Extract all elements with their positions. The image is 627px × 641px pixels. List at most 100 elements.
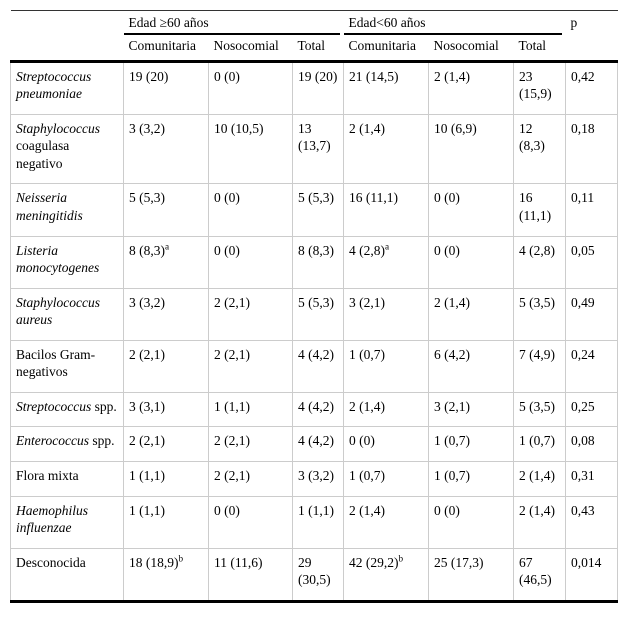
data-cell: 29 (30,5) [291, 547, 345, 603]
col-header-comunitaria-ge60: Comunitaria [123, 34, 209, 63]
data-cell: 0 (0) [208, 60, 293, 115]
data-cell: 19 (20) [123, 60, 209, 115]
data-cell: 13 (13,7) [291, 113, 345, 185]
data-cell: 2 (1,4) [513, 460, 567, 497]
table-row: Bacilos Gram-negativos 2 (2,1) 2 (2,1) 4 (4… [10, 339, 619, 393]
row-label-microorganism: Streptococcus spp. [10, 391, 124, 428]
p-value-cell: 0,43 [565, 495, 619, 549]
row-label-microorganism: Haemophilus influenzae [10, 495, 124, 549]
data-cell: 25 (17,3) [428, 547, 515, 603]
p-value-cell: 0,08 [565, 426, 619, 462]
data-cell: 0 (0) [428, 495, 515, 549]
footnote-marker: b [398, 553, 404, 564]
data-cell: 1 (0,7) [428, 426, 515, 462]
data-cell: 6 (4,2) [428, 339, 515, 393]
etiology-by-age-table: Edad ≥60 años Edad<60 años p Comunitaria… [10, 9, 619, 603]
col-header-comunitaria-lt60: Comunitaria [343, 34, 429, 63]
data-cell: 8 (8,3) [291, 235, 345, 289]
table-row: Flora mixta 1 (1,1) 2 (2,1) 3 (3,2) 1 (0,7) 1… [10, 460, 619, 497]
data-cell: 1 (1,1) [123, 460, 209, 497]
data-cell: 2 (2,1) [123, 426, 209, 462]
data-cell: 2 (1,4) [513, 495, 567, 549]
p-column-blank-subheader [565, 34, 618, 63]
data-cell: 0 (0) [343, 426, 430, 462]
table-body: Streptococcus pneumoniae 19 (20) 0 (0) 19 (… [10, 60, 619, 603]
p-value-cell: 0,11 [565, 183, 619, 237]
row-label-microorganism: Neisseria meningitidis [10, 183, 124, 237]
data-cell: 8 (8,3)a [123, 235, 209, 289]
table-row: Streptococcus spp. 3 (3,1) 1 (1,1) 4 (4,2) 2… [10, 391, 619, 428]
corner-blank-cell [10, 9, 124, 35]
p-value-cell: 0,25 [565, 391, 619, 428]
data-cell: 19 (20) [291, 60, 345, 115]
row-label-microorganism: Staphylococcus aureus [10, 287, 124, 341]
data-cell: 3 (3,2) [123, 287, 209, 341]
data-cell: 2 (2,1) [208, 460, 293, 497]
data-cell: 2 (1,4) [428, 287, 515, 341]
table-row: Enterococcus spp. 2 (2,1) 2 (2,1) 4 (4,2) 0 … [10, 426, 619, 462]
sub-header-row: Comunitaria Nosocomial Total Comunitaria… [10, 34, 618, 63]
data-cell: 23 (15,9) [513, 60, 567, 115]
col-header-nosocomial-ge60: Nosocomial [208, 34, 293, 63]
data-cell: 2 (2,1) [208, 426, 293, 462]
col-header-total-ge60: Total [292, 34, 344, 63]
data-cell: 4 (2,8)a [343, 235, 430, 289]
table-row: Streptococcus pneumoniae 19 (20) 0 (0) 19 (… [10, 60, 619, 115]
data-cell: 0 (0) [208, 495, 293, 549]
row-label-microorganism: Flora mixta [10, 460, 124, 497]
data-cell: 3 (2,1) [343, 287, 430, 341]
data-cell: 0 (0) [208, 183, 293, 237]
row-label-microorganism: Bacilos Gram-negativos [10, 339, 124, 393]
paper-table-page: Edad ≥60 años Edad<60 años p Comunitaria… [10, 9, 619, 603]
data-cell: 1 (0,7) [343, 339, 430, 393]
data-cell: 2 (1,4) [428, 60, 515, 115]
row-label-blank-header [10, 34, 124, 63]
data-cell: 42 (29,2)b [343, 547, 430, 603]
data-cell: 2 (2,1) [208, 339, 293, 393]
row-label-microorganism: Streptococcus pneumoniae [10, 60, 124, 115]
data-cell: 1 (1,1) [291, 495, 345, 549]
data-cell: 1 (0,7) [513, 426, 567, 462]
p-value-cell: 0,42 [565, 60, 619, 115]
data-cell: 2 (1,4) [343, 495, 430, 549]
p-value-cell: 0,05 [565, 235, 619, 289]
data-cell: 2 (1,4) [343, 113, 430, 185]
p-column-header: p [565, 9, 618, 35]
data-cell: 10 (6,9) [428, 113, 515, 185]
data-cell: 5 (5,3) [291, 287, 345, 341]
table-row: Haemophilus influenzae 1 (1,1) 0 (0) 1 (1,1… [10, 495, 619, 549]
data-cell: 18 (18,9)b [123, 547, 209, 603]
data-cell: 4 (2,8) [513, 235, 567, 289]
data-cell: 1 (0,7) [428, 460, 515, 497]
p-value-cell: 0,18 [565, 113, 619, 185]
group-header-age-lt60: Edad<60 años [343, 9, 566, 36]
p-value-cell: 0,24 [565, 339, 619, 393]
row-label-microorganism: Desconocida [10, 547, 124, 603]
data-cell: 21 (14,5) [343, 60, 430, 115]
table-row: Staphylococcus aureus 3 (3,2) 2 (2,1) 5 (5,… [10, 287, 619, 341]
group-header-age-ge60: Edad ≥60 años [123, 9, 344, 36]
data-cell: 0 (0) [208, 235, 293, 289]
p-value-cell: 0,31 [565, 460, 619, 497]
data-cell: 3 (3,1) [123, 391, 209, 428]
row-label-microorganism: Listeria monocytogenes [10, 235, 124, 289]
data-cell: 16 (11,1) [513, 183, 567, 237]
data-cell: 2 (2,1) [208, 287, 293, 341]
footnote-marker: b [178, 553, 184, 564]
row-label-microorganism: Enterococcus spp. [10, 426, 124, 462]
footnote-marker: a [165, 241, 170, 252]
table-row: Listeria monocytogenes 8 (8,3)a 0 (0) 8 (8,… [10, 235, 619, 289]
data-cell: 0 (0) [428, 235, 515, 289]
p-value-cell: 0,49 [565, 287, 619, 341]
data-cell: 16 (11,1) [343, 183, 430, 237]
table-row: Neisseria meningitidis 5 (5,3) 0 (0) 5 (5,3… [10, 183, 619, 237]
p-value-cell: 0,014 [565, 547, 619, 603]
data-cell: 11 (11,6) [208, 547, 293, 603]
data-cell: 5 (3,5) [513, 287, 567, 341]
data-cell: 1 (1,1) [123, 495, 209, 549]
row-label-microorganism: Staphylococcus coagulasa negativo [10, 113, 124, 185]
data-cell: 3 (3,2) [123, 113, 209, 185]
data-cell: 2 (2,1) [123, 339, 209, 393]
col-header-total-lt60: Total [513, 34, 566, 63]
data-cell: 5 (5,3) [291, 183, 345, 237]
